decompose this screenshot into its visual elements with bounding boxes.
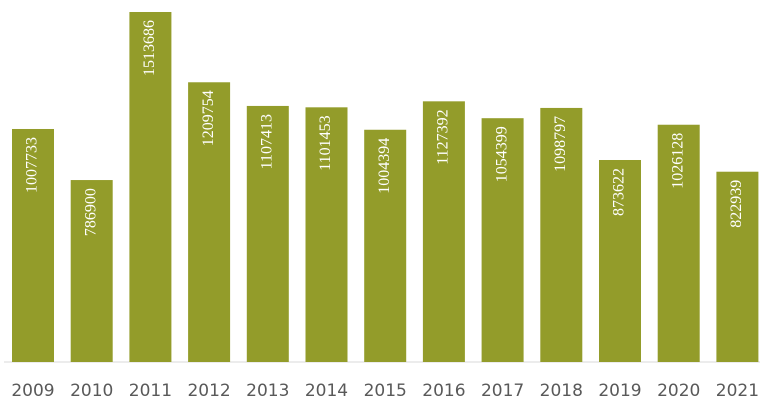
bar [481, 118, 524, 362]
data-label: 1026128 [669, 133, 686, 189]
data-label: 786900 [82, 188, 99, 236]
bar [657, 124, 700, 362]
bar [305, 107, 348, 362]
x-tick-label: 2015 [364, 381, 407, 401]
data-label: 1127392 [435, 109, 452, 164]
x-tick-label: 2010 [70, 381, 113, 401]
x-tick-label: 2021 [716, 381, 759, 401]
x-tick-label: 2011 [129, 381, 172, 401]
x-tick-label: 2019 [598, 381, 641, 401]
data-label: 873622 [611, 168, 628, 216]
bar [70, 180, 113, 362]
bar [246, 105, 289, 362]
bar [129, 12, 172, 362]
data-label: 822939 [728, 180, 745, 228]
data-label: 1004394 [376, 138, 393, 194]
data-label: 1098797 [552, 116, 569, 172]
x-tick-label: 2009 [11, 381, 54, 401]
x-tick-label: 2017 [481, 381, 524, 401]
data-label: 1209754 [200, 90, 217, 146]
data-label: 1101453 [317, 115, 334, 170]
data-label: 1007733 [24, 137, 41, 193]
bar [422, 101, 465, 362]
data-label: 1107413 [258, 114, 275, 169]
x-tick-label: 2014 [305, 381, 348, 401]
bar [599, 159, 641, 362]
bar [188, 82, 231, 362]
bar [12, 128, 54, 362]
bar [716, 171, 759, 362]
x-tick-label: 2018 [540, 381, 583, 401]
x-tick-label: 2016 [422, 381, 465, 401]
data-label: 1513686 [141, 20, 158, 76]
bar [540, 107, 583, 362]
x-tick-label: 2020 [657, 381, 700, 401]
x-tick-label: 2013 [246, 381, 289, 401]
data-label: 1054399 [493, 126, 510, 182]
x-tick-label: 2012 [187, 381, 230, 401]
bar [364, 129, 407, 362]
